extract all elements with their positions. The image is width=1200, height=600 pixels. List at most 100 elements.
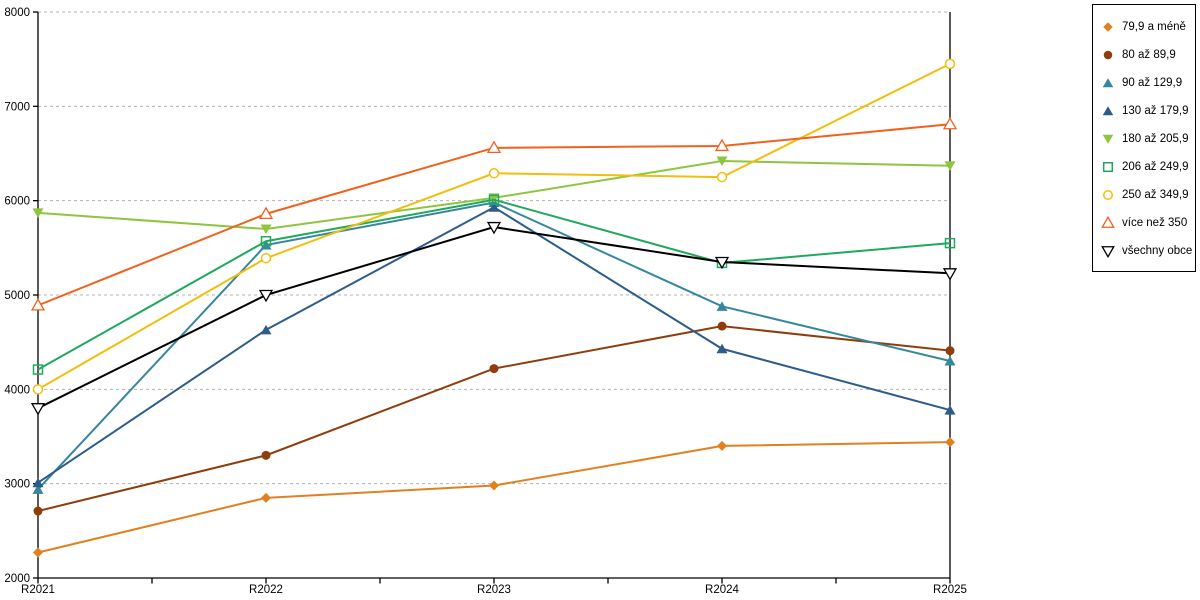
x-tick-label: R2024 <box>705 584 739 596</box>
gridlines <box>38 11 950 485</box>
data-point <box>33 547 43 558</box>
data-point <box>488 202 500 212</box>
data-point <box>260 224 272 234</box>
data-point <box>716 301 728 311</box>
data-point <box>32 384 44 395</box>
y-tick-label: 4000 <box>4 384 30 396</box>
data-point <box>489 364 499 374</box>
x-tick-label: R2025 <box>933 584 967 596</box>
data-point <box>30 298 46 311</box>
legend-item-label: 79,9 a méně <box>1122 21 1186 33</box>
data-point <box>1101 216 1115 228</box>
legend-item-label: 180 až 205,9 <box>1122 133 1189 145</box>
data-point <box>258 206 274 220</box>
series-1 <box>33 321 955 516</box>
data-point <box>944 58 956 70</box>
legend-item: 130 až 179,9 <box>1101 97 1193 125</box>
data-point <box>942 116 958 130</box>
series-line <box>37 441 951 554</box>
y-tick-label: 7000 <box>4 101 30 113</box>
series-3 <box>32 202 956 488</box>
data-point <box>716 171 728 183</box>
data-point <box>33 506 43 516</box>
x-tick-label: R2022 <box>249 584 283 596</box>
x-tick-label: R2021 <box>21 584 55 596</box>
data-point <box>1103 50 1113 60</box>
legend-marker-icon <box>1103 50 1113 60</box>
data-point <box>32 484 44 494</box>
data-point <box>1102 106 1114 116</box>
legend: 79,9 a méně 80 až 89,9 90 až 129,9 130 až 1… <box>1092 4 1196 272</box>
data-point <box>486 221 502 235</box>
data-point <box>258 289 274 303</box>
data-point <box>716 156 728 167</box>
legend-marker-icon <box>1101 216 1115 228</box>
y-tick-label: 8000 <box>4 7 30 19</box>
data-point <box>1102 189 1114 201</box>
legend-item-label: všechny obce <box>1122 245 1193 257</box>
data-point <box>944 405 956 415</box>
series-line <box>37 201 951 491</box>
y-tick-label: 2000 <box>4 573 30 585</box>
data-point <box>486 140 502 153</box>
data-point <box>716 343 728 354</box>
data-point <box>717 440 727 451</box>
data-point <box>260 252 272 264</box>
data-point <box>714 138 730 152</box>
legend-marker-icon <box>1102 161 1114 173</box>
legend-item-label: 90 až 129,9 <box>1122 77 1183 89</box>
series-0 <box>33 437 955 558</box>
legend-item: 80 až 89,9 <box>1101 41 1193 69</box>
y-tick-label: 3000 <box>4 479 30 491</box>
data-point <box>944 237 956 249</box>
data-point <box>945 437 955 448</box>
data-point <box>945 346 955 356</box>
series-line <box>37 198 951 371</box>
y-tick-label: 5000 <box>4 290 30 302</box>
data-point <box>1102 161 1114 173</box>
data-point <box>261 492 271 503</box>
data-point <box>1101 246 1115 258</box>
legend-item: více než 350 <box>1101 209 1193 237</box>
data-point <box>32 208 44 218</box>
data-point <box>942 268 958 281</box>
x-tick-label: R2023 <box>477 584 511 596</box>
legend-marker-icon <box>1103 22 1113 32</box>
legend-item-label: 206 až 249,9 <box>1122 161 1189 173</box>
data-point <box>717 321 727 331</box>
series-8 <box>30 221 958 416</box>
legend-item-label: 80 až 89,9 <box>1122 49 1176 61</box>
data-point <box>944 161 956 171</box>
legend-item: 79,9 a méně <box>1101 13 1193 41</box>
data-point <box>1102 78 1114 88</box>
legend-marker-icon <box>1102 189 1114 201</box>
legend-item: 250 až 349,9 <box>1101 181 1193 209</box>
legend-item: 206 až 249,9 <box>1101 153 1193 181</box>
legend-marker-icon <box>1102 78 1114 88</box>
data-point <box>488 194 500 205</box>
legend-item-label: více než 350 <box>1122 217 1188 229</box>
legend-marker-icon <box>1102 134 1114 144</box>
data-point <box>1103 22 1113 32</box>
y-axis: 2000 3000 4000 5000 6000 7000 8000 <box>4 7 39 585</box>
y-tick-label: 6000 <box>4 196 30 208</box>
x-axis: R2021 R2022 R2023 R2024 R2025 <box>21 577 967 596</box>
data-point <box>30 403 46 416</box>
data-point <box>488 168 500 179</box>
series-7 <box>30 116 958 311</box>
data-point <box>944 356 956 366</box>
legend-item: všechny obce <box>1101 237 1193 265</box>
legend-marker-icon <box>1102 106 1114 116</box>
data-point <box>260 324 272 335</box>
data-point <box>260 240 272 250</box>
legend-item-label: 250 až 349,9 <box>1122 189 1189 201</box>
data-point <box>1102 134 1114 144</box>
series-line <box>37 206 951 484</box>
data-point <box>32 477 44 488</box>
data-point <box>261 450 271 460</box>
data-point <box>32 364 44 375</box>
legend-item: 180 až 205,9 <box>1101 125 1193 153</box>
legend-item: 90 až 129,9 <box>1101 69 1193 97</box>
